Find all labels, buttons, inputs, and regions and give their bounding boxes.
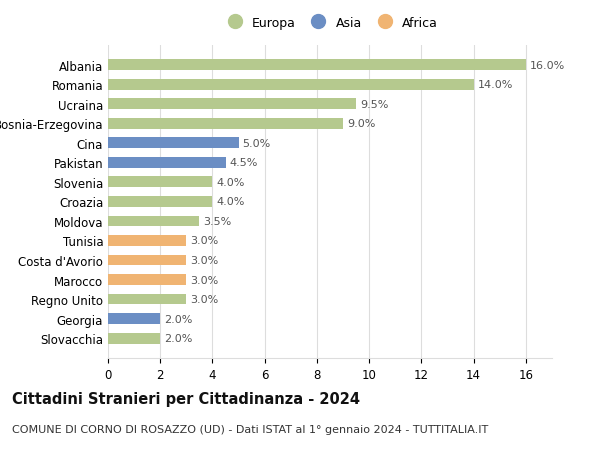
Bar: [108, 138, 239, 149]
Text: 9.5%: 9.5%: [360, 100, 388, 109]
Text: 2.0%: 2.0%: [164, 334, 193, 343]
Text: 3.0%: 3.0%: [190, 256, 218, 265]
Text: 4.5%: 4.5%: [229, 158, 258, 168]
Bar: [108, 294, 187, 305]
Text: 16.0%: 16.0%: [530, 61, 565, 70]
Bar: [108, 333, 160, 344]
Text: 14.0%: 14.0%: [478, 80, 513, 90]
Text: 3.5%: 3.5%: [203, 217, 232, 226]
Text: COMUNE DI CORNO DI ROSAZZO (UD) - Dati ISTAT al 1° gennaio 2024 - TUTTITALIA.IT: COMUNE DI CORNO DI ROSAZZO (UD) - Dati I…: [12, 424, 488, 434]
Text: 9.0%: 9.0%: [347, 119, 376, 129]
Text: 3.0%: 3.0%: [190, 236, 218, 246]
Bar: [108, 313, 160, 325]
Bar: [108, 177, 212, 188]
Bar: [108, 235, 187, 246]
Bar: [108, 196, 212, 207]
Bar: [108, 274, 187, 285]
Text: 4.0%: 4.0%: [217, 197, 245, 207]
Text: 3.0%: 3.0%: [190, 295, 218, 304]
Bar: [108, 118, 343, 129]
Text: 2.0%: 2.0%: [164, 314, 193, 324]
Bar: [108, 60, 526, 71]
Text: 5.0%: 5.0%: [242, 139, 271, 148]
Bar: [108, 216, 199, 227]
Bar: [108, 99, 356, 110]
Legend: Europa, Asia, Africa: Europa, Asia, Africa: [217, 11, 443, 34]
Bar: [108, 157, 226, 168]
Text: 3.0%: 3.0%: [190, 275, 218, 285]
Bar: [108, 79, 473, 90]
Text: Cittadini Stranieri per Cittadinanza - 2024: Cittadini Stranieri per Cittadinanza - 2…: [12, 391, 360, 406]
Bar: [108, 255, 187, 266]
Text: 4.0%: 4.0%: [217, 178, 245, 187]
